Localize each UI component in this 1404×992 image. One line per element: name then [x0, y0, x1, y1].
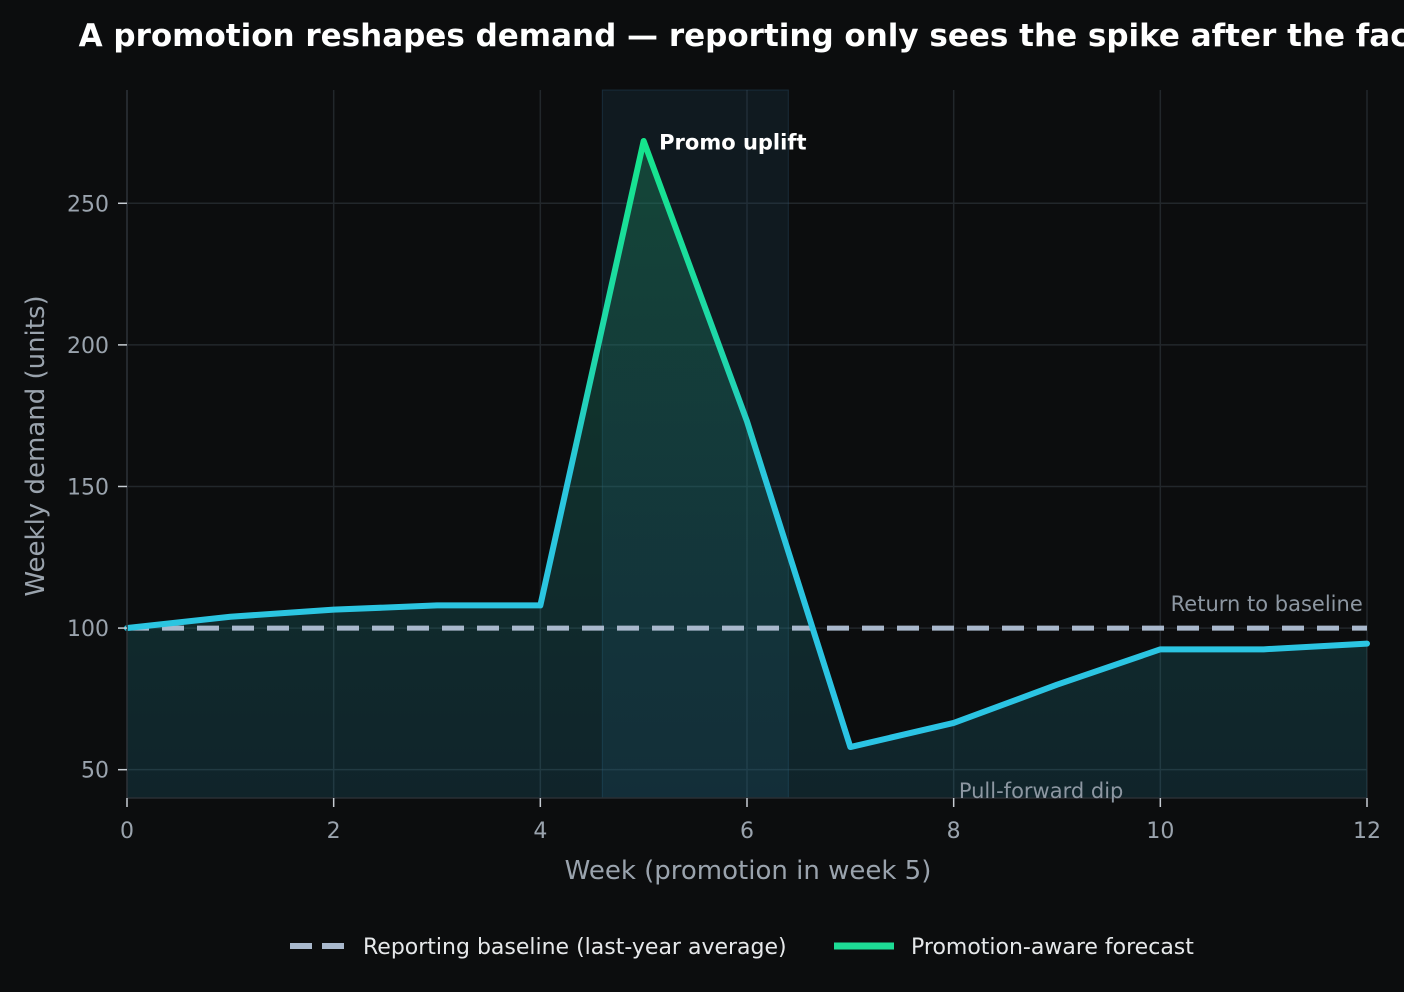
forecast-point-9: [1056, 683, 1059, 686]
x-tick-label-12: 12: [1353, 819, 1381, 844]
forecast-point-12: [1366, 642, 1369, 645]
x-tick-label-2: 2: [327, 819, 341, 844]
forecast-point-8: [952, 721, 955, 724]
y-axis-label: Weekly demand (units): [21, 295, 51, 596]
x-tick-label-6: 6: [740, 819, 754, 844]
forecast-point-5: [642, 139, 645, 142]
legend: Reporting baseline (last-year average) P…: [290, 935, 1194, 960]
y-tick-label-100: 100: [67, 617, 109, 642]
series-lines: [124, 137, 1370, 751]
forecast-point-7: [849, 746, 852, 749]
x-tick-label-10: 10: [1146, 819, 1174, 844]
y-tick-label-250: 250: [67, 192, 109, 217]
axes: 0 2 4 6 8 10 12 50 100 150 200 250: [67, 90, 1381, 844]
forecast-point-2: [332, 608, 335, 611]
forecast-area-fill: [127, 140, 1367, 798]
forecast-point-1: [229, 615, 232, 618]
x-tick-label-0: 0: [120, 819, 134, 844]
forecast-area: [127, 140, 1367, 798]
y-tick-label-200: 200: [67, 334, 109, 359]
annotation-0: Promo uplift: [659, 130, 806, 154]
forecast-series-line: [124, 137, 1370, 751]
forecast-point-11: [1262, 648, 1265, 651]
x-tick-label-4: 4: [533, 819, 547, 844]
forecast-point-10: [1159, 648, 1162, 651]
forecast-point-4: [539, 604, 542, 607]
legend-label-baseline: Reporting baseline (last-year average): [363, 935, 787, 960]
chart-title: A promotion reshapes demand — reporting …: [79, 18, 1404, 54]
x-tick-label-8: 8: [947, 819, 961, 844]
forecast-point-6: [746, 420, 749, 423]
annotations: Promo uplift Return to baseline Pull-forwa…: [659, 130, 1363, 803]
annotation-2: Pull-forward dip: [959, 779, 1124, 803]
annotation-1: Return to baseline: [1171, 592, 1363, 616]
forecast-point-3: [436, 604, 439, 607]
x-axis-label: Week (promotion in week 5): [565, 856, 932, 886]
y-tick-label-150: 150: [67, 475, 109, 500]
legend-label-forecast: Promotion-aware forecast: [911, 935, 1194, 960]
y-tick-label-50: 50: [81, 759, 109, 784]
